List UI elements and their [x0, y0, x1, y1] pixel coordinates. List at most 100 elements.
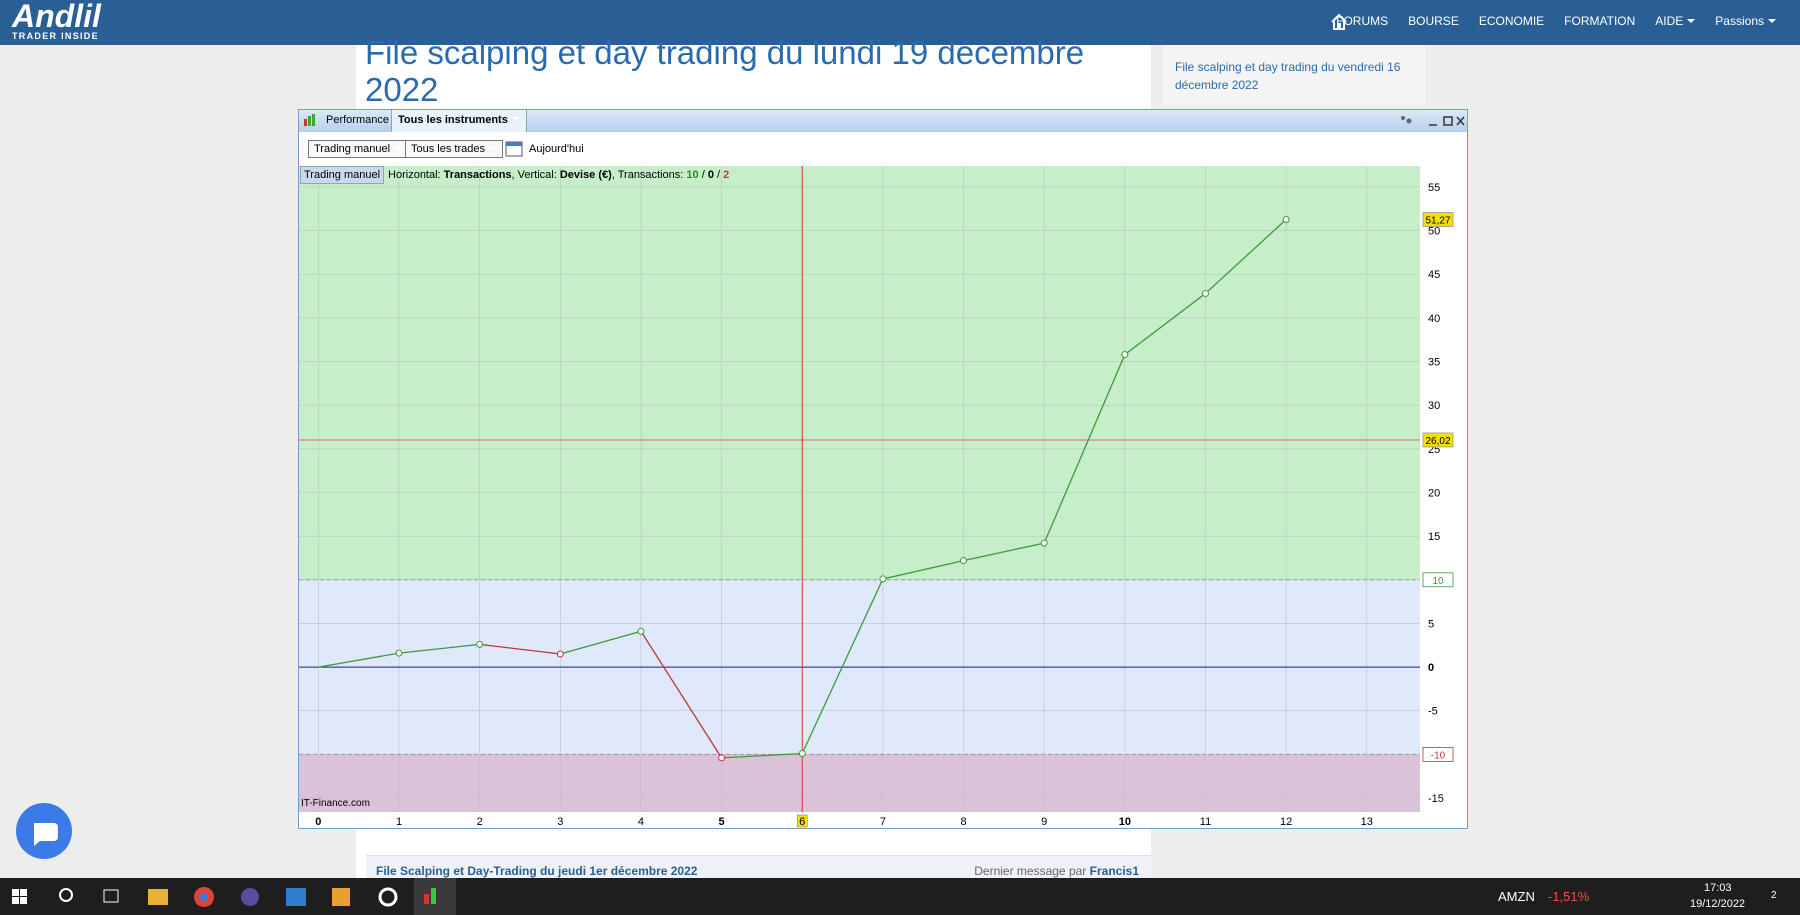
- period[interactable]: Aujourd'hui: [529, 143, 584, 155]
- notifications[interactable]: 2: [1771, 890, 1777, 901]
- y-tick-label: 30: [1428, 400, 1440, 412]
- axis-badge-label: 51,27: [1425, 216, 1450, 227]
- window-controls[interactable]: [1399, 113, 1465, 129]
- sidebar-link[interactable]: File scalping et day trading du vendredi…: [1175, 60, 1401, 92]
- cursor-tick-bg: [796, 814, 808, 828]
- point: [879, 575, 887, 583]
- line-segment: [479, 643, 561, 655]
- x-tick-label: 1: [396, 816, 402, 828]
- line-segment: [1205, 219, 1287, 294]
- info-text: Devise (€): [559, 169, 612, 181]
- nav-items: FORUMS BOURSE ECONOMIE FORMATION AIDE Pa…: [1336, 14, 1776, 28]
- controls: Trading manuel Tous les trades Aujourd'h…: [299, 132, 1467, 167]
- line-segment: [801, 578, 884, 754]
- topic-link[interactable]: File Scalping et Day-Trading du jeudi 1e…: [376, 864, 698, 878]
- x-tick-label: 11: [1200, 816, 1211, 828]
- x-tick-label: 8: [960, 816, 966, 828]
- last-message-label: Dernier message par: [974, 864, 1087, 878]
- nav-item[interactable]: BOURSE: [1408, 14, 1459, 28]
- zone-lower: [299, 754, 1420, 812]
- line-segment: [318, 652, 400, 668]
- ticker-change: -1,51%: [1548, 889, 1590, 904]
- axis-strip: [1420, 166, 1467, 828]
- point: [637, 627, 645, 635]
- top-nav: Andlil TRADER INSIDE FORUMS BOURSE ECONO…: [0, 0, 1800, 45]
- point: [960, 557, 968, 565]
- author[interactable]: Francis1: [1089, 864, 1139, 878]
- tab[interactable]: Performance: [326, 114, 389, 126]
- info-text: Horizontal:: [388, 169, 444, 181]
- axis-badge-label: -10: [1431, 750, 1446, 761]
- legend-button[interactable]: Trading manuel: [300, 166, 385, 184]
- line-segment: [398, 643, 480, 654]
- info-text: , Transactions:: [611, 169, 687, 181]
- x-tick-label: 5: [719, 816, 725, 828]
- clock-date: 19/12/2022: [1690, 898, 1746, 910]
- line-segment: [721, 752, 803, 759]
- info-text: 2: [723, 169, 730, 181]
- nav-item[interactable]: ECONOMIE: [1478, 14, 1545, 28]
- y-tick-label: 55: [1428, 182, 1440, 194]
- tagline: TRADER INSIDE: [12, 31, 99, 41]
- x-tick-label: 7: [880, 816, 886, 828]
- nav-item[interactable]: FORUMS: [1336, 14, 1389, 28]
- home-icon[interactable]: [1330, 13, 1348, 31]
- point: [1040, 539, 1048, 547]
- x-axis-strip: [299, 812, 1420, 828]
- taskbar-icons[interactable]: [0, 878, 470, 915]
- point: [556, 650, 564, 658]
- y-tick-label: 20: [1428, 487, 1440, 499]
- axis-badge: [1422, 432, 1454, 448]
- line-segment: [882, 559, 964, 580]
- info-text: 0: [707, 169, 714, 181]
- info-text: 10: [686, 169, 699, 181]
- line-segment: [963, 542, 1045, 562]
- x-tick-label: 4: [638, 816, 644, 828]
- watermark: IT-Finance.com: [301, 798, 370, 809]
- x-tick-label: 9: [1041, 816, 1047, 828]
- clock-time: 17:03: [1704, 882, 1732, 894]
- line-segment: [640, 630, 723, 759]
- axis-badge-label: 10: [1432, 576, 1444, 587]
- nav-item[interactable]: AIDE: [1655, 14, 1695, 28]
- instruments-menu[interactable]: Tous les instruments: [391, 110, 527, 132]
- logo[interactable]: Andlil: [12, 0, 101, 34]
- window-titlebar: Performance Tous les instruments: [299, 110, 1467, 132]
- sidebar: [1163, 45, 1426, 105]
- point: [798, 750, 806, 758]
- axis-badge: [1422, 572, 1454, 588]
- y-tick-label: -5: [1428, 706, 1438, 718]
- line-segment: [560, 630, 642, 655]
- point: [1121, 351, 1129, 359]
- y-tick-label: 5: [1428, 618, 1434, 630]
- point: [1282, 216, 1290, 224]
- page-title: File scalping et day trading du lundi 19…: [365, 34, 1085, 108]
- taskbar: AMZN -1,51% 17:03 19/12/2022 2: [0, 878, 1800, 915]
- x-tick-label: 2: [477, 816, 483, 828]
- trades-select[interactable]: Tous les trades: [405, 140, 503, 158]
- info-text: , Vertical:: [511, 169, 560, 181]
- info-text: /: [698, 169, 708, 181]
- x-tick-label: 10: [1119, 816, 1131, 828]
- calendar-icon[interactable]: [505, 141, 523, 157]
- x-tick-label: 0: [315, 816, 321, 828]
- axis-badge: [1422, 746, 1454, 762]
- info: Horizontal: Transactions, Vertical: Devi…: [384, 169, 729, 181]
- nav-item[interactable]: Passions: [1715, 14, 1776, 28]
- ticker[interactable]: AMZN: [1498, 889, 1535, 904]
- y-tick-label: -15: [1428, 793, 1444, 805]
- axis-badge-label: 26,02: [1425, 436, 1450, 447]
- zone-upper: [299, 166, 1420, 580]
- mode-select[interactable]: Trading manuel: [308, 140, 409, 158]
- x-tick-label: 6: [799, 816, 805, 828]
- axis-badge: [1422, 212, 1454, 227]
- line-segment: [1124, 292, 1206, 356]
- info-text: Transactions: [443, 169, 512, 181]
- chat-bubble[interactable]: [16, 803, 73, 860]
- last-message: Dernier message par Francis1: [974, 864, 1139, 878]
- point: [476, 640, 484, 648]
- y-tick-label: 45: [1428, 269, 1440, 281]
- perf-icon: [304, 114, 315, 126]
- nav-item[interactable]: FORMATION: [1564, 14, 1636, 28]
- point: [718, 754, 726, 762]
